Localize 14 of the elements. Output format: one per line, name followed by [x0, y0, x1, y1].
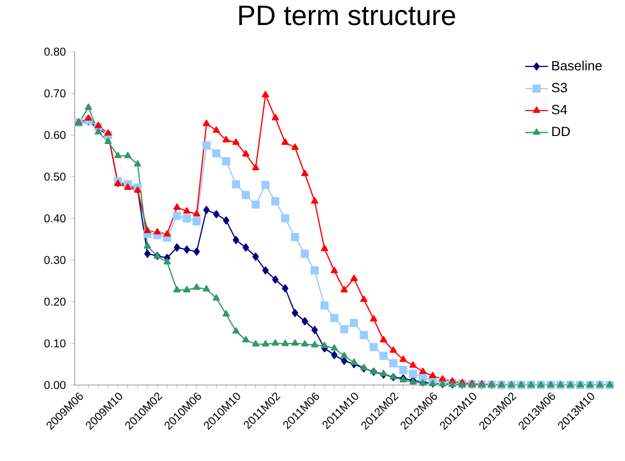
y-tick-label: 0.60	[44, 130, 66, 140]
y-tick-label: 0.80	[44, 48, 66, 56]
y-tick-label: 0.30	[44, 256, 66, 264]
y-tick-label: 0.00	[44, 380, 66, 390]
y-tick-label: 0.40	[44, 214, 66, 222]
legend-label: Baseline	[552, 60, 602, 70]
y-tick-label: 0.50	[44, 172, 66, 181]
chart-title: PD term structure	[239, 6, 456, 26]
y-tick-label: 0.10	[44, 339, 66, 348]
legend-label: DD	[552, 126, 570, 136]
y-tick-label: 0.20	[44, 298, 66, 306]
legend-label: S4	[552, 104, 568, 114]
legend-label: S3	[552, 82, 567, 92]
y-tick-label: 0.70	[44, 89, 66, 98]
